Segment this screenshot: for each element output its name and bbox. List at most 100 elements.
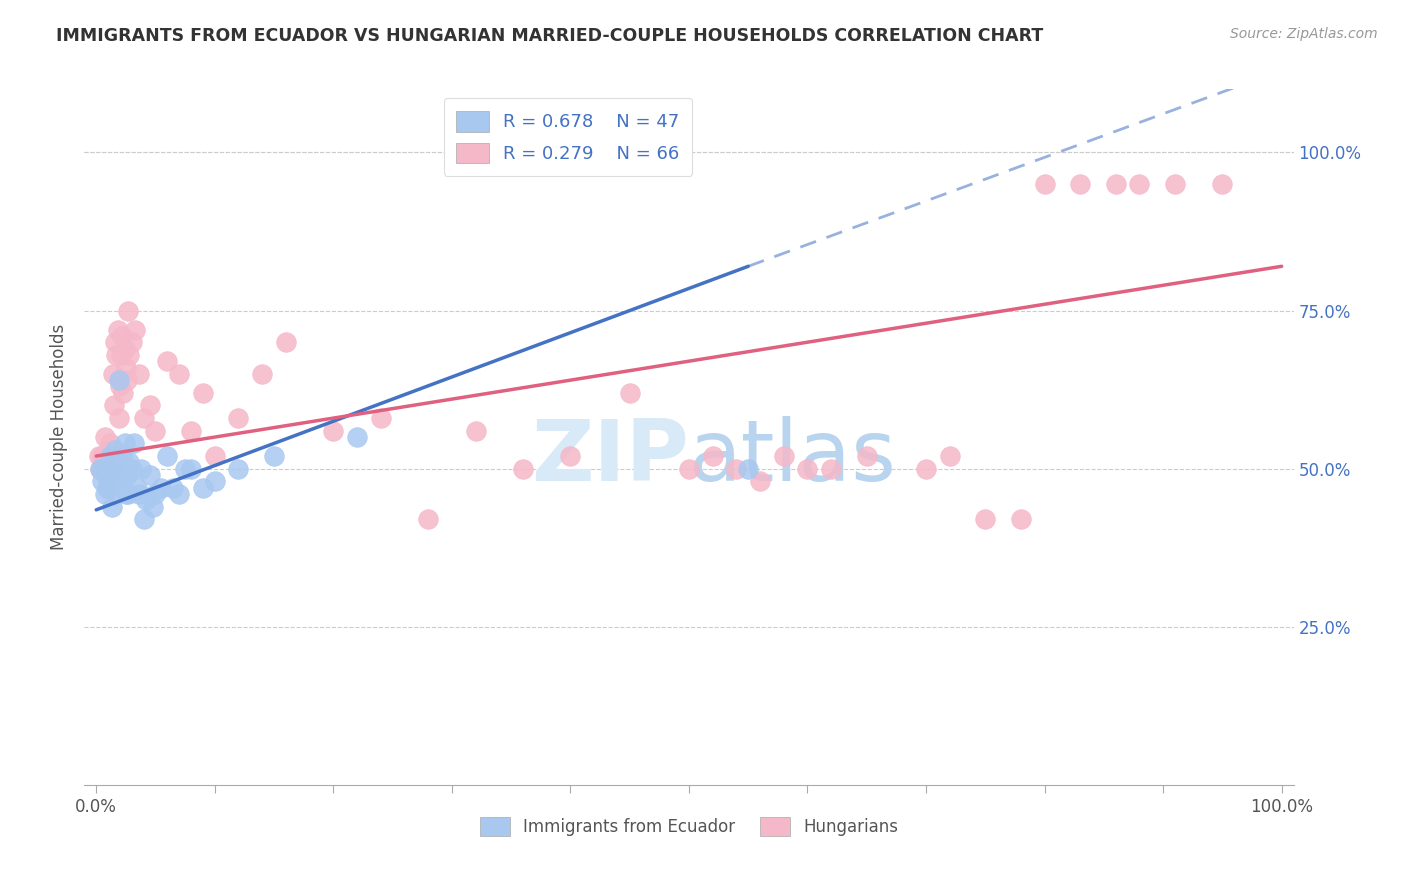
Point (418, 512, 440, 526)
Point (228, 461, 250, 475)
Point (174, 461, 197, 475)
Point (89, 461, 111, 475)
Point (560, 449, 582, 463)
Point (128, 367, 150, 381)
Point (115, 468, 138, 483)
Point (132, 512, 155, 526)
Point (1105, 177, 1128, 191)
Point (1164, 177, 1187, 191)
Point (105, 348, 128, 362)
Point (915, 461, 938, 475)
Point (107, 373, 129, 387)
Point (138, 468, 160, 483)
Point (91, 449, 114, 463)
Point (93, 487, 115, 501)
Point (938, 449, 960, 463)
Point (91, 475, 114, 489)
Point (1010, 512, 1032, 526)
Point (1128, 177, 1150, 191)
Point (125, 481, 148, 495)
Point (115, 373, 138, 387)
Point (101, 367, 124, 381)
Text: Source: ZipAtlas.com: Source: ZipAtlas.com (1230, 27, 1378, 41)
Point (96, 481, 118, 495)
Point (678, 461, 700, 475)
Point (191, 481, 214, 495)
Point (180, 424, 202, 438)
Point (117, 487, 139, 501)
Point (110, 461, 132, 475)
Point (204, 475, 226, 489)
Point (346, 430, 368, 444)
Point (110, 348, 132, 362)
Point (121, 335, 143, 350)
Point (100, 436, 122, 450)
Point (142, 500, 165, 514)
Point (97, 461, 120, 475)
Point (111, 329, 134, 343)
Point (737, 461, 759, 475)
Point (322, 424, 344, 438)
Point (512, 461, 534, 475)
Point (94, 468, 117, 483)
Point (93, 430, 115, 444)
Point (103, 468, 125, 483)
Point (117, 303, 139, 318)
Point (96, 481, 118, 495)
Point (100, 449, 122, 463)
Point (167, 487, 190, 501)
Point (725, 461, 748, 475)
Point (94, 455, 117, 469)
Point (796, 461, 818, 475)
Point (129, 461, 152, 475)
Point (702, 449, 724, 463)
Text: IMMIGRANTS FROM ECUADOR VS HUNGARIAN MARRIED-COUPLE HOUSEHOLDS CORRELATION CHART: IMMIGRANTS FROM ECUADOR VS HUNGARIAN MAR… (56, 27, 1043, 45)
Point (114, 436, 136, 450)
Point (89, 461, 111, 475)
Point (112, 385, 135, 400)
Point (107, 449, 129, 463)
Point (105, 481, 128, 495)
Point (135, 493, 157, 508)
Point (124, 322, 146, 336)
Point (204, 449, 226, 463)
Point (100, 461, 122, 475)
Point (145, 487, 167, 501)
Point (749, 475, 772, 489)
Point (122, 436, 145, 450)
Point (370, 411, 392, 425)
Point (100, 500, 122, 514)
Point (104, 335, 127, 350)
Point (111, 449, 134, 463)
Point (108, 379, 131, 393)
Point (167, 367, 190, 381)
Point (121, 461, 143, 475)
Point (263, 449, 285, 463)
Point (464, 424, 486, 438)
Point (115, 360, 138, 375)
Point (118, 348, 141, 362)
Point (162, 481, 184, 495)
Text: ZIP: ZIP (531, 417, 689, 500)
Y-axis label: Married-couple Households: Married-couple Households (51, 324, 69, 550)
Point (128, 487, 150, 501)
Point (820, 461, 842, 475)
Legend: Immigrants from Ecuador, Hungarians: Immigrants from Ecuador, Hungarians (470, 807, 908, 847)
Point (156, 354, 179, 368)
Point (98, 475, 121, 489)
Point (274, 335, 297, 350)
Point (104, 442, 127, 457)
Point (1211, 177, 1233, 191)
Point (1069, 177, 1091, 191)
Point (103, 399, 125, 413)
Point (91, 449, 114, 463)
Point (90, 461, 112, 475)
Point (974, 512, 997, 526)
Point (228, 411, 250, 425)
Point (107, 411, 129, 425)
Point (138, 399, 160, 413)
Point (156, 449, 179, 463)
Point (108, 468, 131, 483)
Point (114, 342, 136, 356)
Point (87, 449, 110, 463)
